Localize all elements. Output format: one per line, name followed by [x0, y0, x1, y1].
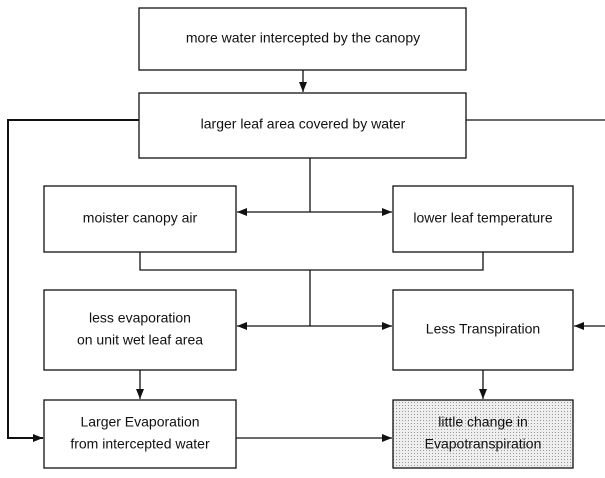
- box: [43, 399, 237, 469]
- box: [138, 92, 467, 159]
- boxes: [43, 7, 574, 469]
- node-label: Larger Evaporation: [80, 414, 199, 430]
- box-highlighted: [392, 399, 574, 469]
- node-label: lower leaf temperature: [413, 210, 553, 226]
- node-label: on unit wet leaf area: [77, 332, 203, 348]
- box: [392, 289, 574, 371]
- connector: [139, 252, 484, 271]
- node-label: less evaporation: [89, 310, 191, 326]
- box: [138, 7, 467, 71]
- node-label: moister canopy air: [83, 210, 198, 226]
- arrow: [7, 119, 139, 442]
- node-label: from intercepted water: [70, 436, 210, 452]
- box: [43, 289, 237, 371]
- node-label: more water intercepted by the canopy: [186, 30, 420, 46]
- node-label: larger leaf area covered by water: [201, 116, 406, 132]
- box: [43, 185, 237, 253]
- node-label: little change in: [438, 414, 528, 430]
- box: [392, 185, 574, 253]
- node-label: Less Transpiration: [426, 321, 540, 337]
- node-label: Evapotranspiration: [425, 436, 542, 452]
- connectors: [7, 70, 605, 442]
